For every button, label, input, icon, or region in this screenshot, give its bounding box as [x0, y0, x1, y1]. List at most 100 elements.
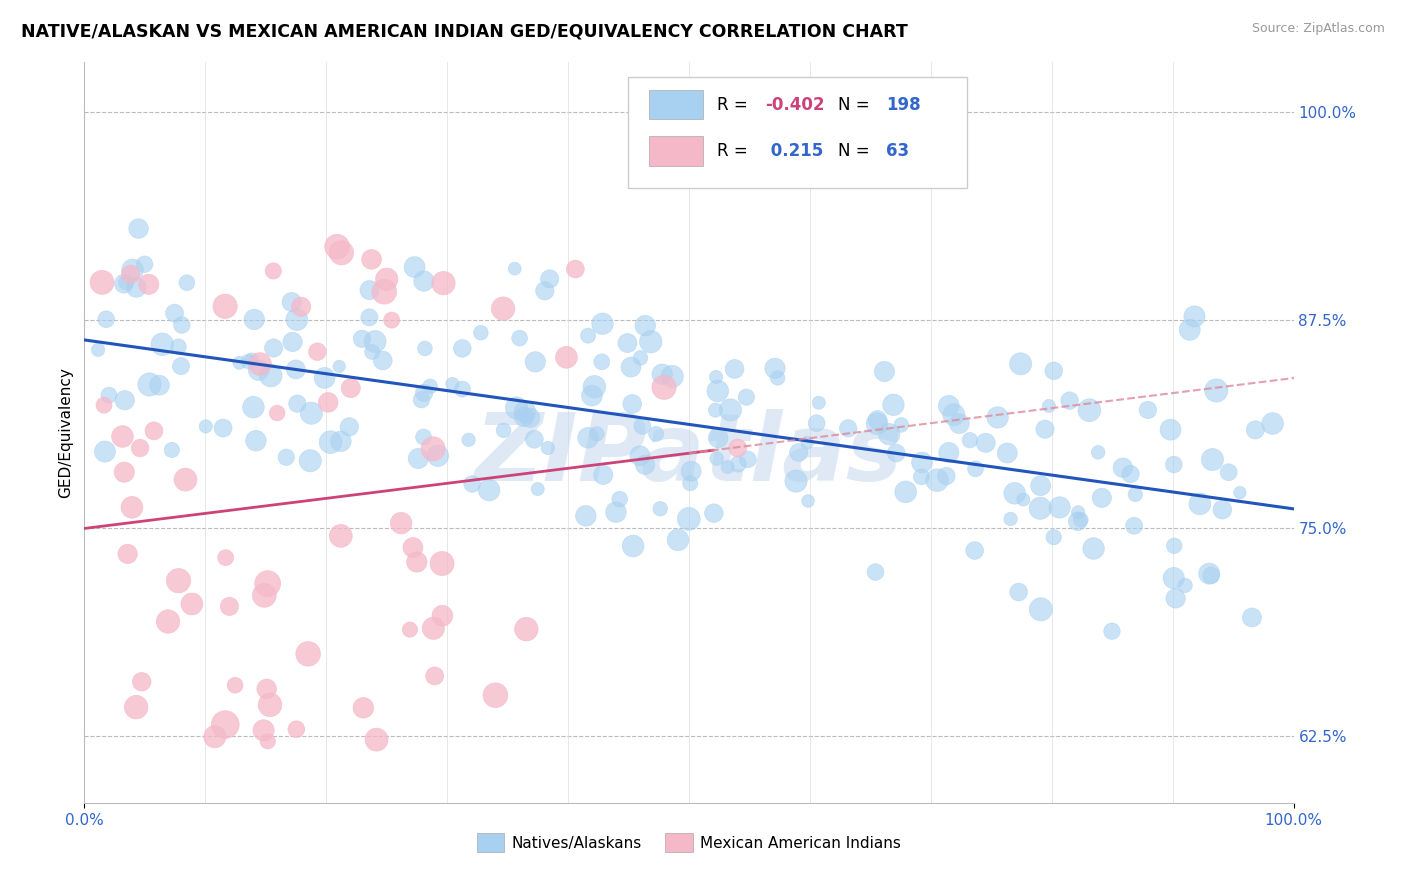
Point — [1119, 467, 1142, 481]
Point — [242, 400, 264, 414]
Point — [422, 442, 444, 456]
Point — [621, 397, 644, 411]
Point — [583, 380, 606, 394]
Point — [259, 698, 281, 712]
Point — [121, 263, 143, 277]
Point — [706, 451, 728, 466]
Point — [150, 337, 173, 351]
Point — [399, 623, 422, 637]
Point — [131, 674, 153, 689]
Point — [451, 382, 474, 396]
Point — [426, 449, 449, 463]
Point — [609, 492, 631, 507]
Point — [1078, 403, 1101, 417]
Point — [1067, 514, 1090, 528]
Point — [620, 360, 643, 375]
Point — [707, 431, 730, 445]
Point — [280, 295, 302, 310]
Point — [621, 539, 644, 553]
Point — [1101, 624, 1123, 639]
Point — [538, 272, 561, 286]
Point — [1240, 610, 1263, 624]
Point — [125, 700, 148, 714]
Legend: Natives/Alaskans, Mexican American Indians: Natives/Alaskans, Mexican American India… — [471, 827, 907, 858]
Point — [290, 300, 312, 314]
Text: ZIPatlas: ZIPatlas — [475, 409, 903, 500]
Point — [115, 276, 138, 290]
Point — [703, 506, 725, 520]
Point — [865, 565, 887, 579]
Point — [882, 398, 904, 412]
Point — [1123, 487, 1146, 501]
Point — [432, 608, 454, 623]
Point — [911, 455, 934, 469]
Point — [592, 317, 614, 331]
Text: 0.215: 0.215 — [765, 143, 824, 161]
Point — [634, 458, 657, 472]
Point — [138, 377, 160, 392]
Point — [652, 380, 675, 394]
Point — [866, 413, 889, 427]
Point — [592, 467, 614, 482]
Point — [1229, 485, 1251, 500]
Point — [112, 277, 135, 291]
Point — [371, 353, 394, 368]
Point — [412, 430, 434, 444]
Point — [422, 621, 444, 635]
Text: 63: 63 — [886, 143, 910, 161]
Point — [735, 390, 758, 404]
Point — [160, 442, 183, 457]
Point — [381, 313, 404, 327]
Point — [678, 512, 700, 526]
Y-axis label: GED/Equivalency: GED/Equivalency — [58, 368, 73, 498]
Point — [513, 409, 536, 424]
Point — [576, 328, 599, 343]
Point — [1184, 310, 1206, 324]
Point — [134, 257, 156, 271]
Point — [1164, 591, 1187, 606]
Point — [180, 597, 202, 611]
Point — [974, 435, 997, 450]
Point — [575, 508, 598, 523]
Point — [243, 312, 266, 326]
Point — [1042, 530, 1064, 544]
Point — [1112, 460, 1135, 475]
Point — [505, 401, 527, 415]
Point — [285, 397, 308, 411]
Point — [785, 474, 807, 488]
Point — [718, 403, 741, 417]
Point — [359, 310, 381, 325]
Point — [214, 299, 236, 313]
Point — [1205, 384, 1227, 398]
Point — [284, 362, 307, 376]
Point — [1083, 541, 1105, 556]
Point — [423, 669, 446, 683]
Point — [249, 357, 271, 371]
Point — [478, 483, 501, 497]
Point — [704, 403, 727, 417]
Point — [373, 285, 395, 299]
Point — [245, 434, 267, 448]
Point — [252, 723, 274, 738]
Point — [128, 221, 150, 235]
Point — [94, 444, 117, 458]
Point — [432, 276, 454, 290]
Point — [281, 334, 304, 349]
Point — [890, 417, 912, 432]
Text: R =: R = — [717, 95, 752, 113]
Point — [1007, 585, 1029, 599]
Bar — [650, 136, 703, 166]
Point — [389, 516, 412, 530]
Point — [616, 336, 638, 351]
Point — [93, 398, 115, 412]
Point — [470, 326, 492, 340]
Point — [640, 334, 662, 349]
Point — [963, 543, 986, 558]
Point — [413, 385, 436, 400]
Point — [412, 274, 434, 288]
Point — [114, 393, 136, 408]
Point — [112, 465, 135, 479]
Point — [240, 352, 263, 367]
Point — [215, 550, 238, 565]
Point — [555, 351, 578, 365]
